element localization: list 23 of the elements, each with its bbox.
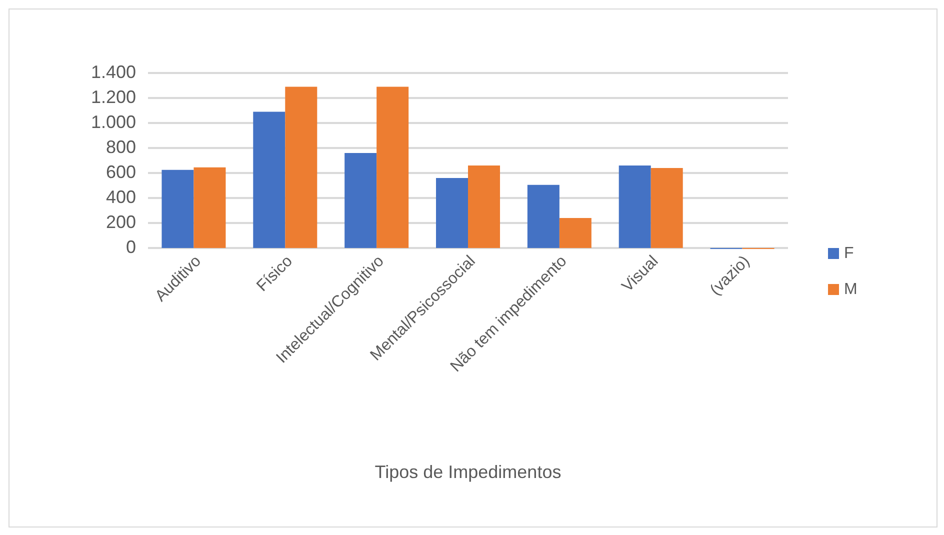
legend-label: M: [844, 281, 858, 298]
y-tick-label: 400: [106, 186, 136, 207]
bar: [436, 178, 468, 248]
y-tick-label: 200: [106, 212, 136, 232]
y-tick-label: 1.400: [90, 62, 136, 82]
bar: [468, 166, 500, 248]
bar: [253, 112, 286, 248]
x-axis-title: Tipos de Impedimentos: [374, 462, 562, 482]
y-tick-label: 600: [106, 162, 136, 182]
y-tick-label: 0: [126, 236, 136, 257]
bar: [559, 218, 592, 248]
bar: [618, 166, 651, 248]
y-tick-label: 1.000: [90, 112, 136, 132]
bar: [650, 168, 683, 248]
bar: [194, 167, 226, 248]
bar: [162, 170, 194, 248]
bar: [376, 86, 409, 248]
bar: [285, 86, 318, 248]
bar: [344, 153, 377, 248]
y-tick-label: 1.200: [90, 86, 136, 107]
bar: [527, 184, 560, 248]
legend-label: F: [844, 245, 854, 262]
y-tick-label: 800: [106, 136, 136, 157]
